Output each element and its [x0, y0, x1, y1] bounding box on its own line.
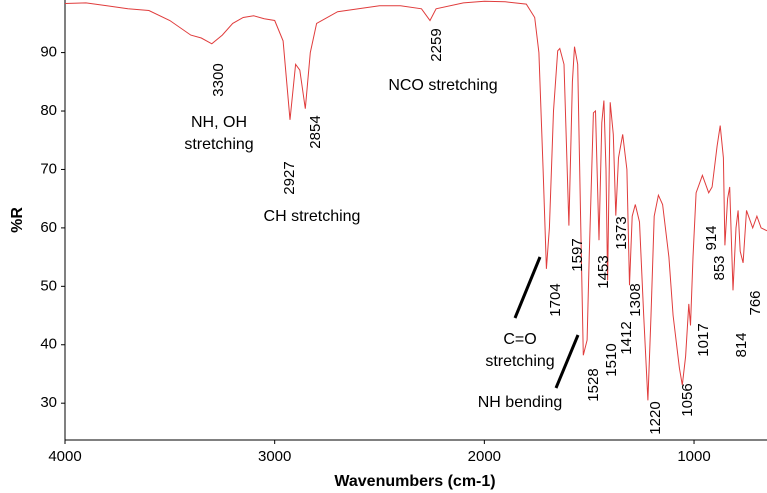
annotation: C=O — [503, 331, 536, 348]
x-tick-label: 3000 — [258, 448, 291, 465]
peak-label: 1017 — [695, 323, 712, 356]
peak-label: 1704 — [547, 283, 564, 316]
peak-label: 766 — [747, 290, 764, 315]
peak-label: 1220 — [647, 401, 664, 434]
y-axis-title: %R — [9, 207, 26, 233]
y-tick-label: 30 — [40, 394, 57, 411]
x-axis-title: Wavenumbers (cm-1) — [334, 473, 495, 490]
peak-label: 1528 — [585, 368, 602, 401]
x-tick-label: 4000 — [48, 448, 81, 465]
annotation: stretching — [485, 353, 554, 370]
annotation: CH stretching — [264, 208, 361, 225]
peak-label: 914 — [703, 225, 720, 250]
pointer — [554, 334, 580, 389]
y-tick-label: 90 — [40, 44, 57, 61]
peak-label: 1056 — [679, 383, 696, 416]
y-tick-label: 60 — [40, 219, 57, 236]
annotation: NH, OH — [191, 114, 247, 131]
peak-label: 1308 — [627, 283, 644, 316]
spectrum-line — [64, 0, 767, 401]
x-tick-label: 2000 — [468, 448, 501, 465]
y-tick-label: 80 — [40, 102, 57, 119]
peak-label: 853 — [711, 255, 728, 280]
pointer — [513, 256, 542, 319]
annotation: stretching — [184, 136, 253, 153]
annotation: NCO stretching — [388, 77, 497, 94]
y-tick-label: 40 — [40, 336, 57, 353]
x-tick-label: 1000 — [677, 448, 710, 465]
y-tick-label: 70 — [40, 160, 57, 177]
peak-label: 3300 — [210, 63, 227, 96]
peak-label: 1412 — [618, 321, 635, 354]
peak-label: 2927 — [281, 161, 298, 194]
peak-label: 2259 — [428, 28, 445, 61]
peak-label: 1453 — [595, 255, 612, 288]
peak-label: 814 — [733, 332, 750, 357]
peak-label: 1373 — [613, 216, 630, 249]
annotation: NH bending — [478, 394, 563, 411]
peak-label: 1510 — [603, 343, 620, 376]
peak-label: 2854 — [307, 115, 324, 148]
peak-label: 1597 — [569, 238, 586, 271]
y-tick-label: 50 — [40, 277, 57, 294]
